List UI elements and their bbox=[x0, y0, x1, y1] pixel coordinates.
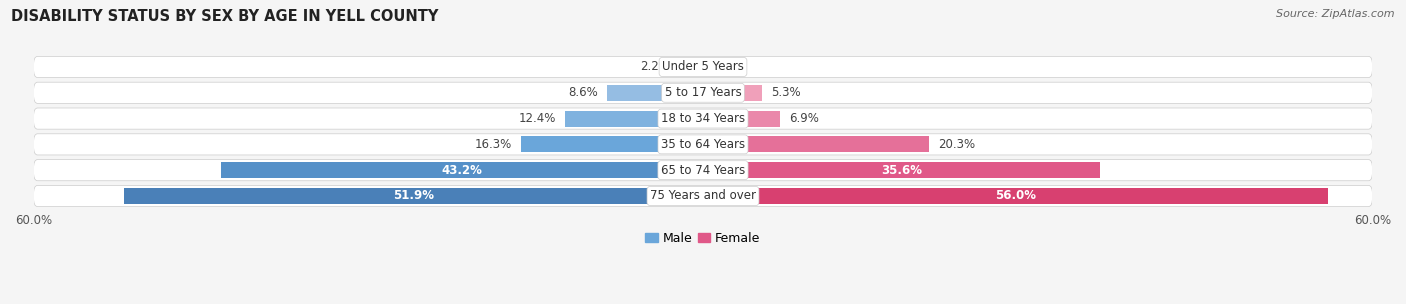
Text: 43.2%: 43.2% bbox=[441, 164, 482, 177]
Bar bbox=[703, 136, 929, 152]
Text: 35.6%: 35.6% bbox=[882, 164, 922, 177]
Text: 5 to 17 Years: 5 to 17 Years bbox=[665, 86, 741, 99]
FancyBboxPatch shape bbox=[34, 56, 1372, 78]
Text: 12.4%: 12.4% bbox=[519, 112, 555, 125]
FancyBboxPatch shape bbox=[34, 134, 1372, 155]
Text: 8.6%: 8.6% bbox=[568, 86, 598, 99]
Text: DISABILITY STATUS BY SEX BY AGE IN YELL COUNTY: DISABILITY STATUS BY SEX BY AGE IN YELL … bbox=[11, 9, 439, 24]
Text: 51.9%: 51.9% bbox=[392, 189, 434, 202]
Text: 0.0%: 0.0% bbox=[711, 60, 741, 74]
Bar bbox=[703, 162, 1101, 178]
Text: 35 to 64 Years: 35 to 64 Years bbox=[661, 138, 745, 151]
Bar bbox=[565, 111, 703, 126]
Bar bbox=[221, 162, 703, 178]
FancyBboxPatch shape bbox=[34, 160, 1372, 181]
Text: 75 Years and over: 75 Years and over bbox=[650, 189, 756, 202]
Text: 2.2%: 2.2% bbox=[640, 60, 669, 74]
FancyBboxPatch shape bbox=[34, 185, 1372, 206]
Bar bbox=[679, 59, 703, 75]
Text: 20.3%: 20.3% bbox=[938, 138, 976, 151]
Text: 18 to 34 Years: 18 to 34 Years bbox=[661, 112, 745, 125]
Bar bbox=[703, 111, 780, 126]
Legend: Male, Female: Male, Female bbox=[641, 227, 765, 250]
FancyBboxPatch shape bbox=[34, 82, 1372, 103]
FancyBboxPatch shape bbox=[34, 108, 1372, 129]
Bar bbox=[703, 188, 1327, 204]
Text: 6.9%: 6.9% bbox=[789, 112, 818, 125]
Text: 56.0%: 56.0% bbox=[995, 189, 1036, 202]
Bar bbox=[124, 188, 703, 204]
Text: 65 to 74 Years: 65 to 74 Years bbox=[661, 164, 745, 177]
Text: Source: ZipAtlas.com: Source: ZipAtlas.com bbox=[1277, 9, 1395, 19]
Text: Under 5 Years: Under 5 Years bbox=[662, 60, 744, 74]
Text: 16.3%: 16.3% bbox=[475, 138, 512, 151]
Bar bbox=[703, 85, 762, 101]
Bar bbox=[607, 85, 703, 101]
Text: 5.3%: 5.3% bbox=[770, 86, 800, 99]
Bar bbox=[522, 136, 703, 152]
